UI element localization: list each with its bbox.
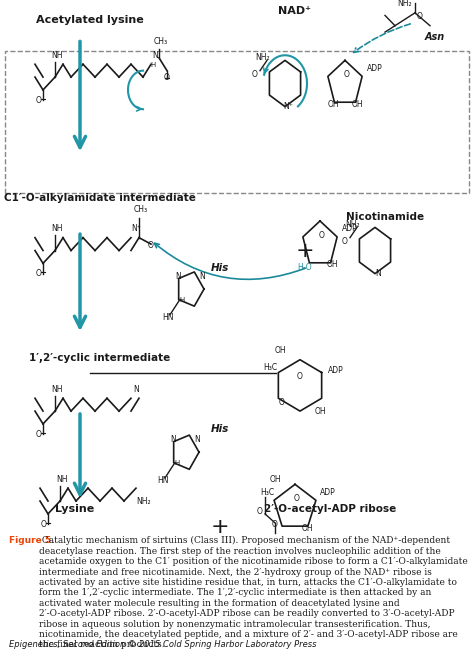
Text: ADP: ADP [342,224,358,233]
Text: NH₂: NH₂ [398,0,412,9]
Text: ADP: ADP [320,488,336,497]
Text: Figure 5.: Figure 5. [9,536,55,545]
Text: OH: OH [301,524,313,532]
Text: O: O [294,494,300,503]
Text: His: His [211,424,229,434]
Text: Nicotinamide: Nicotinamide [346,212,424,222]
Text: O: O [36,96,42,105]
Text: Acetylated lysine: Acetylated lysine [36,15,144,26]
Text: O: O [252,70,258,79]
Text: HN: HN [162,313,174,322]
Text: ADP: ADP [328,366,344,374]
Text: N: N [170,435,176,444]
Text: NH: NH [51,385,63,394]
Text: OH: OH [326,260,338,269]
Text: N: N [194,435,200,444]
Text: N⁺: N⁺ [131,224,141,233]
Text: NH₂: NH₂ [346,220,360,230]
Text: His: His [211,263,229,273]
Text: O: O [297,372,303,381]
Text: O: O [417,13,423,21]
Text: NH: NH [56,475,68,484]
Text: C1′-O-alkylamidate intermediate: C1′-O-alkylamidate intermediate [4,193,196,203]
Text: O: O [36,430,42,439]
Text: HN: HN [157,476,169,485]
Text: NH: NH [51,51,63,60]
Text: H: H [174,460,180,466]
Text: +: + [296,241,314,261]
Text: CH₃: CH₃ [154,37,168,45]
Text: N: N [152,51,158,60]
Text: Lysine: Lysine [55,504,95,514]
Text: N⁺: N⁺ [283,102,293,111]
Text: O: O [36,269,42,278]
Text: +: + [210,517,229,537]
Text: ADP: ADP [367,64,383,72]
Text: OH: OH [274,346,286,355]
Text: 2′-O-acetyl-ADP ribose: 2′-O-acetyl-ADP ribose [264,504,396,514]
Text: OH: OH [351,99,363,109]
Text: N: N [199,272,205,281]
Text: OH: OH [314,407,326,416]
Text: CH₃: CH₃ [134,205,148,214]
Text: Asn: Asn [425,32,445,42]
Text: NH: NH [51,224,63,233]
Text: N: N [375,269,381,278]
Text: Catalytic mechanism of sirtuins (Class III). Proposed mechanism of the NAD⁺-depe: Catalytic mechanism of sirtuins (Class I… [39,536,468,649]
Text: OH: OH [327,99,339,109]
Text: O: O [344,70,350,79]
Text: NAD⁺: NAD⁺ [279,7,311,16]
Text: O: O [41,520,47,529]
Text: H₃C: H₃C [260,488,274,497]
Text: O: O [164,72,170,82]
Text: O: O [257,507,263,516]
Text: H-O: H-O [298,263,312,272]
Text: O⁻: O⁻ [148,241,158,250]
Text: O: O [279,397,285,407]
Text: OH: OH [269,475,281,484]
Text: 1′,2′-cyclic intermediate: 1′,2′-cyclic intermediate [29,353,171,363]
Text: Epigenetics, Second Edition © 2015 Cold Spring Harbor Laboratory Press: Epigenetics, Second Edition © 2015 Cold … [9,640,317,649]
Text: O: O [342,237,348,246]
Text: H: H [150,62,155,68]
Text: O: O [319,231,325,240]
Text: H: H [179,297,185,303]
Text: N: N [133,385,139,394]
Text: NH₂: NH₂ [137,497,151,505]
Text: NH₂: NH₂ [255,53,270,63]
Text: N: N [175,272,181,281]
Text: H₃C: H₃C [263,363,277,372]
Text: O: O [272,520,278,529]
